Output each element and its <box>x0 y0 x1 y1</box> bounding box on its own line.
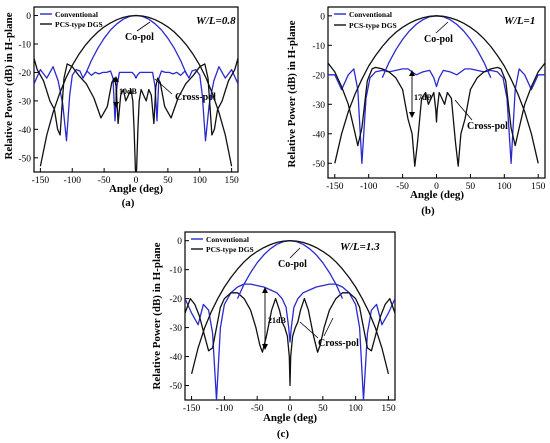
gap-arrowheads-b <box>409 70 415 118</box>
series-line-c-3 <box>190 240 390 375</box>
crosspol-pointer-c-2 <box>323 317 334 337</box>
x-tick-label-c: 50 <box>318 404 328 414</box>
series-line-b-3 <box>334 15 539 164</box>
y-tick-label-a: -30 <box>18 97 31 107</box>
y-tick-label-a: -10 <box>18 40 31 50</box>
x-tick-label-c: 0 <box>288 404 293 414</box>
x-tick-label-c: -50 <box>251 404 264 414</box>
y-axis-label-b: Relative Power (dB) in H-plane <box>286 20 298 167</box>
y-tick-label-c: -40 <box>169 353 182 363</box>
x-tick-label-b: 150 <box>531 182 546 192</box>
crosspol-pointer-b <box>454 99 473 121</box>
y-tick-label-c: -50 <box>169 382 182 392</box>
ticks-c: -150 -100 -50 0 50 100 150 0 -10 -20 -30 -40 -50 <box>169 237 395 414</box>
x-tick-label-a: -50 <box>98 176 111 186</box>
y-axis-label-a: Relative Power (dB) in H-plane <box>3 12 15 159</box>
copol-pointer-b <box>435 21 449 34</box>
x-tick-label-c: -100 <box>216 404 234 414</box>
y-tick-label-b: -40 <box>312 130 325 140</box>
crosspol-pointer-a <box>154 78 173 95</box>
series-line-b-2 <box>381 15 492 79</box>
y-tick-label-b: -50 <box>312 160 325 170</box>
series-line-b-1 <box>328 62 545 167</box>
y-tick-label-b: -20 <box>312 71 325 81</box>
crosspol-label-b: Cross-pol <box>467 121 508 132</box>
y-axis-label-c: Relative Power (dB) in H-plane <box>151 242 163 389</box>
lines-a <box>34 14 238 172</box>
legend-label-conventional-c: Conventional <box>206 235 249 244</box>
crosspol-pointer-c-1 <box>299 321 319 339</box>
series-line-c-0 <box>185 283 395 400</box>
panel-a: Relative Power (dB) in H-plane -150 -100-… <box>3 6 239 209</box>
x-tick-label-a: 0 <box>134 176 139 186</box>
x-tick-label-c: 150 <box>381 404 396 414</box>
panel-c: Relative Power (dB) in H-plane -150 -100-… <box>151 231 396 440</box>
y-tick-label-a: -40 <box>18 126 31 136</box>
copol-label-b: Co-pol <box>424 34 453 45</box>
ratio-label-a: W/L=0.8 <box>196 15 236 27</box>
x-tick-label-b: 0 <box>434 182 439 192</box>
y-tick-label-c: 0 <box>177 237 182 247</box>
ratio-label-c: W/L=1.3 <box>340 241 380 253</box>
lines-c <box>185 240 395 400</box>
copol-label-a: Co-pol <box>125 32 154 43</box>
ticks-a: -150 -100 -50 0 50 100 150 0 -10 -20 -30 -40 -50 <box>18 12 239 186</box>
y-tick-label-b: -30 <box>312 101 325 111</box>
legend-label-dgs-c: PCS-type DGS <box>206 245 254 254</box>
legend-label-conventional-a: Conventional <box>55 10 98 19</box>
y-tick-label-a: -20 <box>18 69 31 79</box>
lines-b <box>328 15 545 167</box>
y-tick-label-c: -30 <box>169 324 182 334</box>
crosspol-label-a: Cross-pol <box>175 92 216 103</box>
panel-caption-c: (c) <box>277 428 290 440</box>
x-tick-label-b: -150 <box>326 182 344 192</box>
legend-label-dgs-a: PCS-type DGS <box>55 20 103 29</box>
series-line-c-1 <box>185 292 395 387</box>
copol-pointer-c <box>289 247 301 259</box>
x-tick-label-a: -100 <box>64 176 82 186</box>
y-tick-label-b: 0 <box>320 12 325 22</box>
panel-b: Relative Power (dB) in H-plane -150 -100-… <box>286 6 546 217</box>
x-tick-label-a: 150 <box>225 176 240 186</box>
copol-pointer-a <box>136 21 151 32</box>
x-tick-label-a: 100 <box>193 176 208 186</box>
gap-label-b: 17dB <box>414 93 432 102</box>
y-tick-label-b: -10 <box>312 42 325 52</box>
x-tick-label-c: 100 <box>349 404 364 414</box>
x-tick-label-b: 100 <box>497 182 512 192</box>
gap-label-a: 10dB <box>119 87 137 96</box>
x-axis-label-b: Angle (deg) <box>410 189 464 201</box>
x-tick-label-b: -100 <box>360 182 378 192</box>
x-tick-label-b: -50 <box>396 182 409 192</box>
x-tick-label-c: -150 <box>183 404 201 414</box>
series-line-b-0 <box>328 68 545 164</box>
gap-label-c: 21dB <box>268 316 286 325</box>
legend-label-dgs-b: PCS-type DGS <box>349 21 397 30</box>
x-axis-label-c: Angle (deg) <box>263 412 317 424</box>
x-tick-label-b: 50 <box>466 182 476 192</box>
legend-label-conventional-b: Conventional <box>349 10 392 19</box>
series-line-a-1 <box>34 58 238 172</box>
y-tick-label-a: 0 <box>26 12 31 22</box>
crosspol-label-c: Cross-pol <box>318 338 359 349</box>
ratio-label-b: W/L=1 <box>504 15 535 27</box>
x-tick-label-a: -150 <box>32 176 50 186</box>
series-line-a-0 <box>34 66 238 142</box>
panel-caption-b: (b) <box>421 205 435 217</box>
x-tick-label-a: 50 <box>163 176 173 186</box>
panel-caption-a: (a) <box>122 197 135 209</box>
copol-label-c: Co-pol <box>278 259 307 270</box>
x-axis-label-a: Angle (deg) <box>109 183 163 195</box>
series-line-a-3 <box>39 14 233 167</box>
y-tick-label-a: -50 <box>18 154 31 164</box>
y-tick-label-c: -20 <box>169 295 182 305</box>
y-tick-label-c: -10 <box>169 266 182 276</box>
